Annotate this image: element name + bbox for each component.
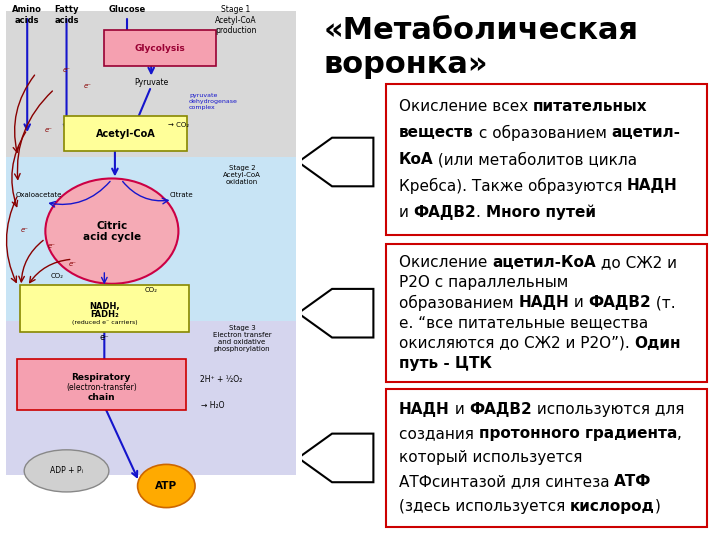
Text: ,: , <box>677 426 682 441</box>
Text: (reduced e⁻ carriers): (reduced e⁻ carriers) <box>71 320 137 326</box>
Text: e⁻: e⁻ <box>84 83 91 90</box>
Text: .: . <box>477 205 486 220</box>
Text: (здесь используется: (здесь используется <box>399 498 570 514</box>
Text: питательных: питательных <box>533 99 647 113</box>
Text: Stage 3
Electron transfer
and oxidative
phosphorylation: Stage 3 Electron transfer and oxidative … <box>212 325 271 352</box>
Text: создания: создания <box>399 426 479 441</box>
Text: e⁻: e⁻ <box>48 242 55 249</box>
Text: веществ: веществ <box>399 125 474 140</box>
Text: Окисление всех: Окисление всех <box>399 99 533 113</box>
Text: acid cycle: acid cycle <box>83 232 141 241</box>
FancyBboxPatch shape <box>104 30 216 66</box>
Text: e⁻: e⁻ <box>68 260 76 267</box>
Text: e⁻: e⁻ <box>45 126 53 133</box>
Text: FADH₂: FADH₂ <box>90 310 119 319</box>
Text: e⁻: e⁻ <box>99 333 109 342</box>
Text: pyruvate
dehydrogenase
complex: pyruvate dehydrogenase complex <box>189 93 238 110</box>
Bar <box>6 157 297 321</box>
Text: НАДН: НАДН <box>627 178 678 193</box>
Text: АТФсинтазой для синтеза: АТФсинтазой для синтеза <box>399 474 614 489</box>
Text: ФАДВ2: ФАДВ2 <box>589 295 652 310</box>
Text: ): ) <box>654 498 661 514</box>
Text: Кребса). Также образуются: Кребса). Также образуются <box>399 178 627 194</box>
Text: КоА: КоА <box>399 152 433 167</box>
Text: Pyruvate: Pyruvate <box>134 78 168 86</box>
Ellipse shape <box>24 450 109 492</box>
Bar <box>6 11 297 157</box>
Text: Oxaloacetate: Oxaloacetate <box>16 192 63 199</box>
Text: CO₂: CO₂ <box>51 273 64 280</box>
Polygon shape <box>298 434 374 482</box>
Text: Glycolysis: Glycolysis <box>135 44 186 52</box>
Text: и: и <box>449 402 469 417</box>
Text: Amino
acids: Amino acids <box>12 5 42 25</box>
Text: Acetyl-CoA: Acetyl-CoA <box>96 129 156 139</box>
FancyBboxPatch shape <box>17 359 186 410</box>
Text: → CO₂: → CO₂ <box>168 122 189 129</box>
Text: используются для: используются для <box>532 402 684 417</box>
FancyBboxPatch shape <box>63 116 187 151</box>
Text: e⁻: e⁻ <box>63 67 71 73</box>
Text: Citric: Citric <box>96 221 127 231</box>
Text: → H₂O: → H₂O <box>201 401 225 409</box>
Text: Stage 2
Acetyl-CoA
oxidation: Stage 2 Acetyl-CoA oxidation <box>223 165 261 185</box>
Text: Fatty
acids: Fatty acids <box>54 5 78 25</box>
Text: e⁻: e⁻ <box>20 226 28 233</box>
Polygon shape <box>298 289 374 338</box>
Text: АТФ: АТФ <box>614 474 652 489</box>
Ellipse shape <box>138 464 195 508</box>
Text: (или метаболитов цикла: (или метаболитов цикла <box>433 152 637 167</box>
Text: Stage 1
Acetyl-CoA
production: Stage 1 Acetyl-CoA production <box>215 5 257 35</box>
Bar <box>6 321 297 475</box>
Text: (electron-transfer): (electron-transfer) <box>66 383 137 392</box>
Text: до СЖ2 и: до СЖ2 и <box>595 255 677 270</box>
Text: и: и <box>399 205 413 220</box>
Text: Много путей: Много путей <box>486 205 596 220</box>
Text: Glucose: Glucose <box>109 5 145 15</box>
Text: Р2О с параллельным: Р2О с параллельным <box>399 275 568 290</box>
Text: ФАДВ2: ФАДВ2 <box>413 205 477 220</box>
Text: путь - ЦТК: путь - ЦТК <box>399 356 492 371</box>
Text: окисляются до СЖ2 и Р2О”).: окисляются до СЖ2 и Р2О”). <box>399 336 634 350</box>
Text: 2H⁺ + ½O₂: 2H⁺ + ½O₂ <box>199 375 242 383</box>
Text: протонного градиента: протонного градиента <box>479 426 677 441</box>
Text: Окисление: Окисление <box>399 255 492 270</box>
Text: с образованием: с образованием <box>474 125 611 141</box>
Text: е. “все питательные вещества: е. “все питательные вещества <box>399 315 648 330</box>
Text: и: и <box>569 295 589 310</box>
Text: Один: Один <box>634 336 681 350</box>
Text: ацетил-КоА: ацетил-КоА <box>492 255 595 270</box>
Text: ацетил-: ацетил- <box>611 125 680 140</box>
FancyBboxPatch shape <box>19 285 189 332</box>
Text: образованием: образованием <box>399 295 518 311</box>
Text: NADH,: NADH, <box>89 302 120 311</box>
Text: «Метаболическая
воронка»: «Метаболическая воронка» <box>323 16 638 79</box>
Text: CO₂: CO₂ <box>145 287 158 293</box>
Text: кислород: кислород <box>570 498 654 514</box>
Text: НАДН: НАДН <box>518 295 569 310</box>
Text: Citrate: Citrate <box>170 192 193 199</box>
Text: который используется: который используется <box>399 450 582 465</box>
Polygon shape <box>298 138 374 186</box>
FancyBboxPatch shape <box>386 389 708 526</box>
FancyBboxPatch shape <box>386 244 708 382</box>
Text: chain: chain <box>88 393 115 402</box>
Ellipse shape <box>45 178 179 284</box>
Text: Respiratory: Respiratory <box>71 374 131 382</box>
FancyBboxPatch shape <box>386 84 708 235</box>
Text: ATP: ATP <box>156 481 177 491</box>
Text: (т.: (т. <box>652 295 676 310</box>
Text: ФАДВ2: ФАДВ2 <box>469 402 532 417</box>
Text: НАДН: НАДН <box>399 402 449 417</box>
Text: ADP + Pᵢ: ADP + Pᵢ <box>50 467 83 475</box>
